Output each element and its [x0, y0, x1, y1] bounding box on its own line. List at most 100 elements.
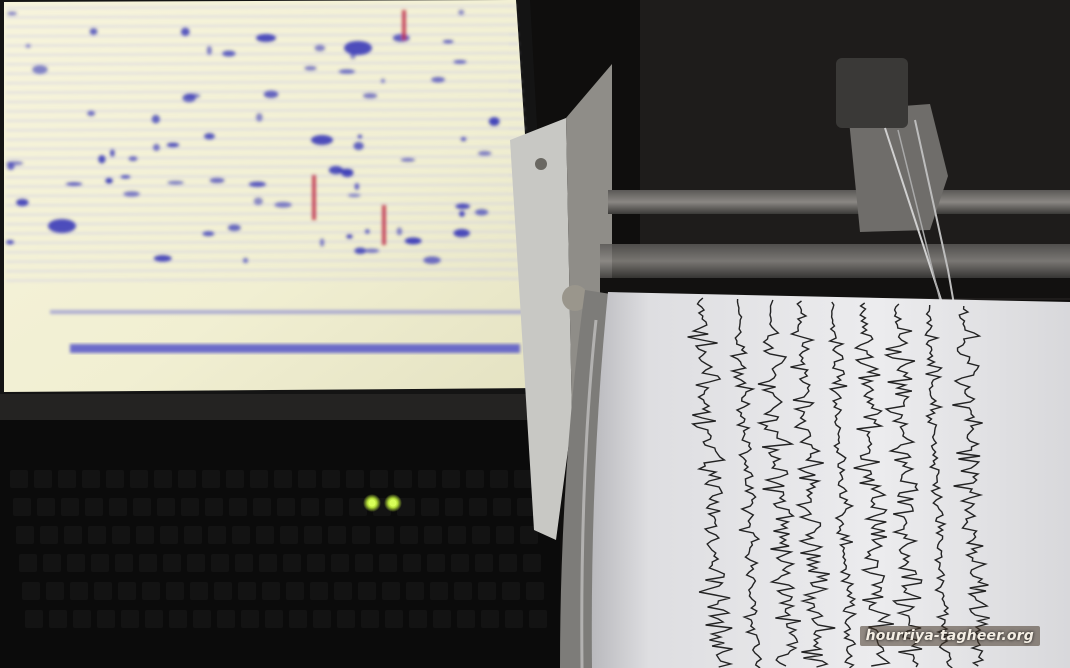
drum-paper: [591, 292, 1070, 668]
keyboard-key: [88, 526, 106, 544]
screen-event-mark: [48, 219, 76, 233]
screen-trace-line: [5, 184, 530, 188]
screen-event-mark: [453, 228, 470, 238]
keyboard-key: [163, 554, 181, 572]
screen-event-mark: [227, 224, 241, 232]
keyboard-key: [286, 582, 304, 600]
keyboard-key: [250, 470, 268, 488]
screen-event-mark: [110, 149, 115, 157]
screen-trace-line: [5, 146, 527, 150]
seismogram-trace: [853, 302, 894, 667]
screen-event-mark: [314, 44, 326, 52]
screen-event-mark: [202, 231, 215, 237]
keyboard-key: [133, 498, 151, 516]
screen-event-mark: [255, 113, 263, 122]
keyboard-key: [13, 498, 31, 516]
keyboard-key: [205, 498, 223, 516]
screen-event-mark: [404, 237, 422, 245]
screen-event-mark: [460, 137, 467, 142]
screen-event-red-mark: [402, 10, 406, 40]
keyboard-key: [301, 498, 319, 516]
keyboard-key: [418, 470, 436, 488]
screen-event-mark: [16, 198, 29, 207]
keyboard-key: [433, 610, 451, 628]
keyboard-key: [169, 610, 187, 628]
screen-event-mark: [459, 210, 465, 217]
keyboard-key: [520, 526, 538, 544]
keyboard-key: [376, 526, 394, 544]
keyboard-key: [349, 498, 367, 516]
screen-event-mark: [338, 69, 356, 74]
screen-event-mark: [32, 65, 48, 74]
keyboard-key: [40, 526, 58, 544]
screen-event-mark: [123, 191, 140, 197]
screen-event-mark: [256, 34, 276, 42]
status-led: [389, 499, 397, 507]
keyboard-key: [409, 610, 427, 628]
seismogram-trace: [883, 303, 923, 668]
screen-event-mark: [209, 177, 225, 184]
keyboard-key: [109, 498, 127, 516]
seismogram-trace: [756, 299, 802, 667]
screen-event-mark: [248, 181, 267, 187]
keyboard-key: [322, 470, 340, 488]
screen-trace-line: [5, 43, 519, 47]
drum-seismogram-traces: [687, 297, 990, 668]
keyboard-key: [334, 582, 352, 600]
keyboard-key: [190, 582, 208, 600]
screen-event-mark: [6, 161, 24, 166]
keyboard-key: [400, 526, 418, 544]
keyboard-key: [157, 498, 175, 516]
seismogram-trace: [729, 298, 763, 668]
keyboard-key: [112, 526, 130, 544]
screen-event-mark: [98, 155, 106, 164]
keyboard-key: [370, 470, 388, 488]
screen-event-mark: [431, 76, 445, 83]
keyboard-key: [202, 470, 220, 488]
monitor-bottom-bezel: [0, 394, 548, 420]
screen-event-mark: [396, 227, 403, 236]
keyboard-key: [472, 526, 490, 544]
seismogram-screen-events: [6, 9, 500, 264]
screen-trace-line: [5, 165, 528, 169]
keyboard-key: [358, 582, 376, 600]
screen-trace-line: [5, 14, 517, 18]
screen-bottom-band: [70, 344, 520, 353]
screen-trace-line: [5, 278, 537, 282]
keyboard-key: [475, 554, 493, 572]
metal-bracket: [510, 118, 572, 540]
keyboard-key: [241, 610, 259, 628]
seismogram-trace: [952, 305, 990, 667]
screen-trace-line: [5, 5, 517, 9]
guide-rail: [608, 190, 1070, 214]
keyboard-key: [514, 470, 532, 488]
screen-event-mark: [354, 247, 367, 255]
screen-event-mark: [167, 180, 184, 185]
screen-event-mark: [105, 177, 113, 184]
screen-event-red-mark: [382, 205, 386, 245]
keyboard-key: [310, 582, 328, 600]
screen-event-mark: [348, 193, 361, 198]
keyboard-key: [259, 554, 277, 572]
keyboard-key: [265, 610, 283, 628]
keyboard-key: [481, 610, 499, 628]
keyboard-key: [304, 526, 322, 544]
keyboard-key: [283, 554, 301, 572]
screen-event-mark: [458, 9, 465, 16]
status-led: [368, 499, 376, 507]
screen-event-mark: [380, 78, 386, 84]
keyboard-key: [274, 470, 292, 488]
bracket-knob: [562, 285, 588, 311]
screen-trace-line: [5, 90, 523, 94]
keyboard-key: [346, 470, 364, 488]
screen-event-mark: [400, 158, 416, 162]
keyboard-key: [253, 498, 271, 516]
keyboard-key: [16, 526, 34, 544]
guide-rail: [600, 244, 1070, 278]
keyboard-key: [307, 554, 325, 572]
keyboard-key: [529, 610, 547, 628]
screen-event-mark: [253, 197, 263, 206]
screen-event-mark: [151, 114, 160, 124]
